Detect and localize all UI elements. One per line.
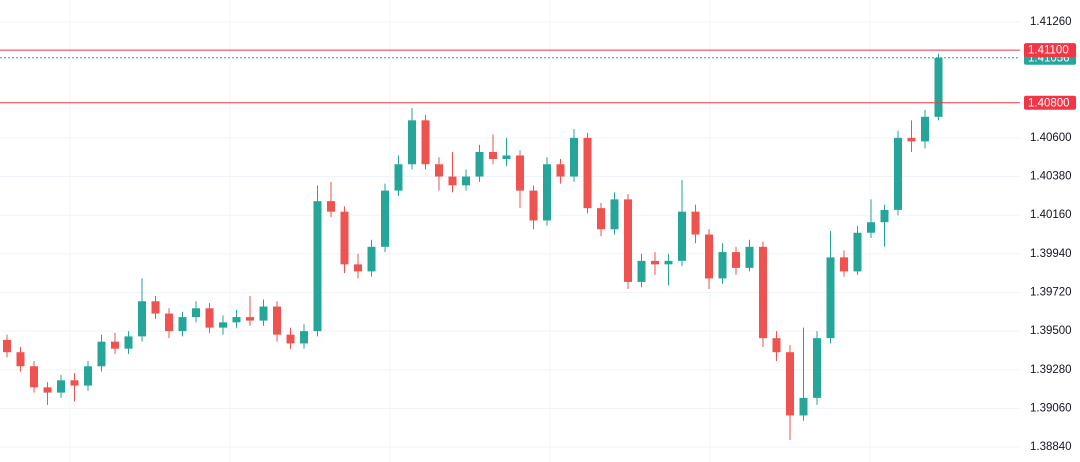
candle-body	[30, 366, 38, 388]
candle-body	[813, 338, 821, 398]
candle-body	[178, 317, 187, 332]
y-tick-label: 1.39940	[1030, 248, 1072, 260]
candle-body	[894, 137, 902, 210]
candle-body	[300, 331, 308, 344]
candle-body	[934, 57, 943, 117]
candle-body	[462, 176, 470, 186]
candle-body	[16, 352, 25, 367]
candle-body	[138, 301, 146, 337]
candle-body	[570, 137, 578, 177]
candle-body	[583, 137, 592, 209]
candle-body	[489, 151, 497, 159]
y-tick-label: 1.39500	[1030, 325, 1072, 337]
candle-body	[610, 199, 619, 230]
candle-body	[475, 151, 484, 177]
candle-body	[678, 211, 686, 261]
y-tick-label: 1.40380	[1030, 171, 1072, 183]
candle-body	[651, 260, 659, 265]
candle-body	[57, 380, 65, 393]
candle-body	[759, 246, 767, 339]
candle-body	[880, 209, 889, 223]
candle-body	[907, 137, 916, 142]
y-tick-label: 1.39060	[1030, 402, 1072, 414]
candle-body	[259, 306, 268, 321]
y-tick-label: 1.38840	[1030, 441, 1072, 453]
candle-body	[448, 176, 457, 186]
candle-body	[786, 352, 794, 416]
candle-body	[840, 257, 848, 272]
candle-body	[3, 339, 11, 353]
candle-body	[70, 380, 79, 386]
candle-body	[273, 306, 281, 335]
candle-body	[529, 190, 538, 221]
y-tick-label: 1.39280	[1030, 364, 1072, 376]
candle-body	[435, 164, 443, 177]
candle-body	[84, 366, 92, 386]
candle-body	[853, 232, 862, 272]
y-tick-label: 1.40600	[1030, 132, 1072, 144]
y-tick-label: 1.40160	[1030, 209, 1072, 221]
candle-body	[286, 334, 295, 344]
candle-body	[246, 317, 254, 321]
price-level-label: 1.41100	[1028, 45, 1069, 57]
candle-body	[43, 387, 52, 393]
candle-body	[664, 260, 673, 265]
candle-body	[124, 336, 133, 349]
candle-body	[232, 317, 241, 323]
candle-body	[867, 222, 875, 233]
candle-body	[624, 199, 632, 282]
candle-body	[205, 308, 214, 328]
candle-body	[597, 208, 605, 230]
candle-body	[354, 264, 362, 272]
y-tick-label: 1.39720	[1030, 287, 1072, 299]
candle-body	[556, 164, 565, 177]
candle-body	[394, 164, 403, 191]
candle-body	[732, 252, 740, 268]
candle-body	[327, 201, 335, 212]
candle-body	[516, 155, 524, 191]
candle-body	[705, 234, 713, 279]
candle-body	[408, 120, 416, 165]
price-level-badge	[1024, 95, 1076, 110]
candle-body	[637, 260, 646, 282]
candle-body	[502, 155, 511, 159]
candle-body	[367, 246, 376, 272]
candle-body	[165, 313, 173, 332]
candle-body	[381, 190, 389, 247]
candle-body	[111, 341, 119, 349]
candle-body	[772, 338, 781, 353]
candle-body	[313, 201, 322, 332]
candle-body	[826, 257, 835, 339]
candle-body	[543, 164, 551, 221]
candle-body	[97, 341, 106, 367]
candle-body	[151, 301, 160, 314]
candle-body	[718, 252, 727, 279]
candle-body	[921, 116, 929, 142]
candle-body	[745, 246, 754, 268]
candle-body	[799, 397, 808, 416]
candle-body	[340, 211, 349, 265]
candle-body	[192, 308, 200, 318]
candle-body	[421, 120, 430, 165]
price-level-badge	[1024, 43, 1076, 58]
price-level-label: 1.40800	[1028, 97, 1070, 109]
candle-body	[219, 322, 227, 328]
y-tick-label: 1.41260	[1030, 16, 1072, 28]
candle-body	[691, 211, 700, 235]
